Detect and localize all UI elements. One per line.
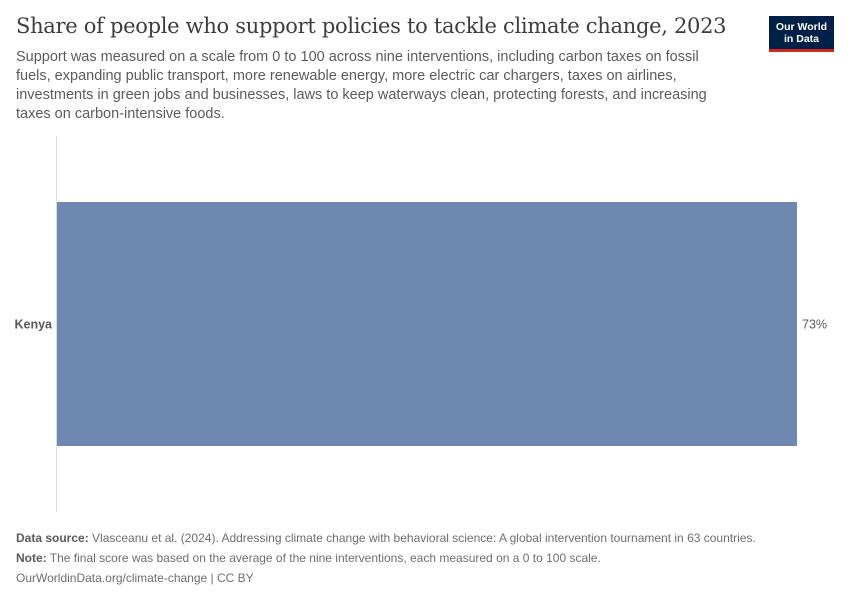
owid-logo[interactable]: Our World in Data — [769, 16, 834, 52]
value-label: 73% — [802, 318, 827, 332]
bar-kenya[interactable] — [57, 202, 797, 446]
category-label: Kenya — [14, 318, 53, 332]
note-text: The final score was based on the average… — [46, 551, 601, 565]
note-label: Note: — [16, 551, 47, 565]
data-source: Data source: Vlasceanu et al. (2024). Ad… — [16, 528, 836, 548]
chart-footer: Data source: Vlasceanu et al. (2024). Ad… — [16, 528, 836, 588]
chart-note: Note: The final score was based on the a… — [16, 548, 836, 568]
data-source-label: Data source: — [16, 531, 89, 545]
bars-group: Kenya 73% — [14, 202, 827, 446]
chart-subtitle: Support was measured on a scale from 0 t… — [16, 49, 707, 122]
bar-chart: Kenya 73% — [14, 136, 827, 512]
source-url[interactable]: OurWorldinData.org/climate-change | CC B… — [16, 571, 254, 585]
data-source-text: Vlasceanu et al. (2024). Addressing clim… — [88, 531, 756, 545]
chart-title: Share of people who support policies to … — [16, 14, 727, 38]
logo-line-2: in Data — [783, 33, 819, 45]
logo-line-1: Our World — [775, 21, 828, 33]
